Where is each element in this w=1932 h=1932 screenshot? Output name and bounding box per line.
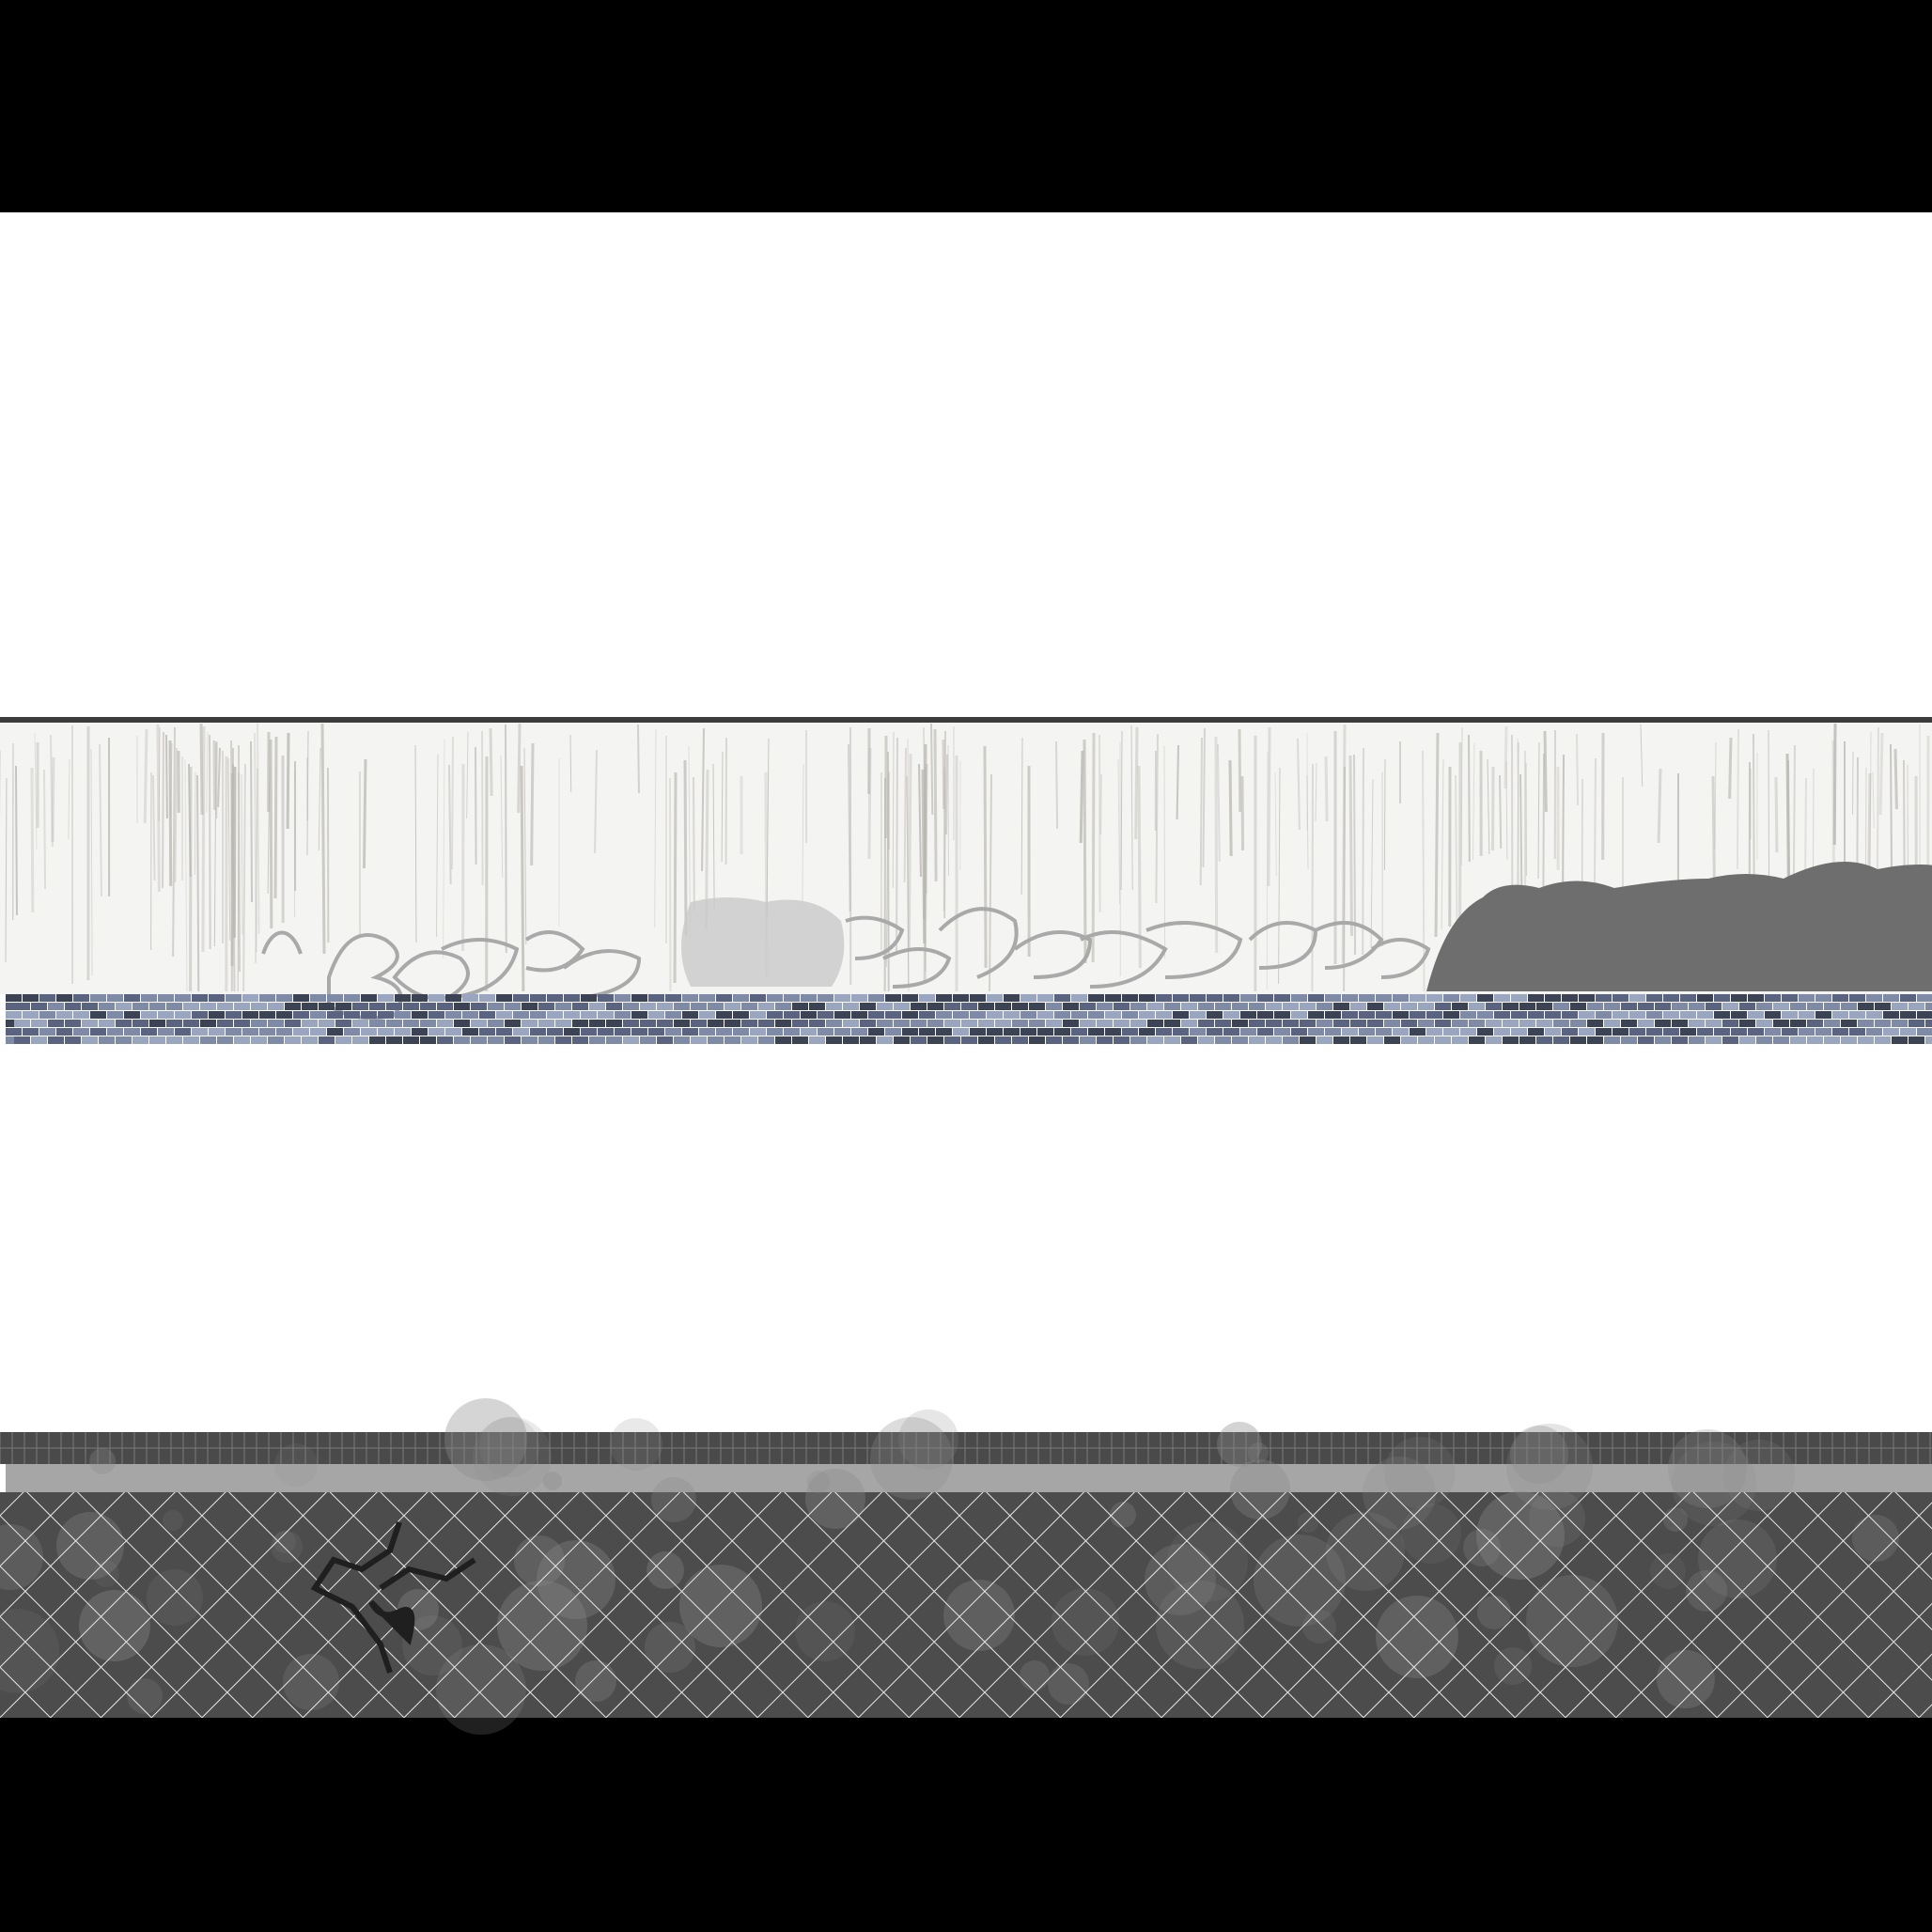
stain (1510, 1426, 1568, 1484)
stain (89, 1448, 116, 1474)
stain (807, 1471, 830, 1493)
stain (479, 1417, 539, 1477)
stain (274, 1443, 318, 1487)
stain (543, 1472, 562, 1490)
stain (610, 1418, 662, 1471)
floor-mesh (0, 1492, 1932, 1718)
stain (898, 1410, 958, 1470)
